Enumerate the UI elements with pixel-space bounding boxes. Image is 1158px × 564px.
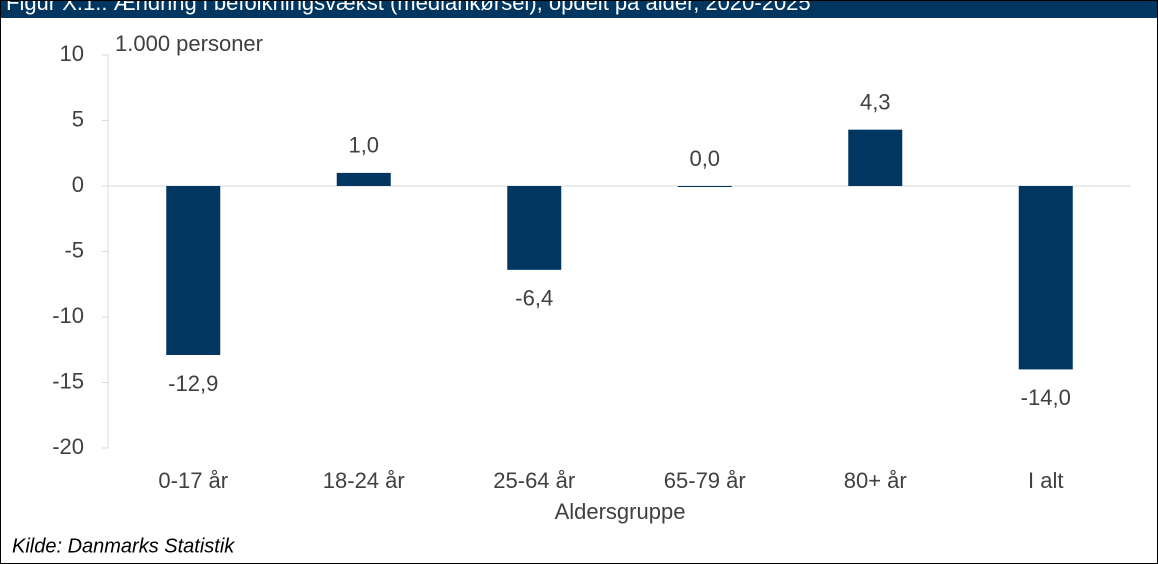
data-label: -14,0 bbox=[1021, 385, 1071, 410]
bar bbox=[1018, 186, 1073, 370]
y-tick-label: 5 bbox=[72, 106, 84, 131]
title-band bbox=[0, 0, 1158, 18]
bar bbox=[166, 186, 221, 355]
y-tick-label: -15 bbox=[52, 368, 84, 393]
x-tick-label: 0-17 år bbox=[158, 468, 228, 493]
y-tick-label: 10 bbox=[60, 41, 84, 66]
data-label: 1,0 bbox=[348, 133, 379, 158]
data-label: 0,0 bbox=[689, 146, 720, 171]
bar bbox=[507, 186, 562, 270]
data-label: 4,3 bbox=[860, 89, 891, 114]
unit-label: 1.000 personer bbox=[115, 31, 263, 56]
x-tick-label: 18-24 år bbox=[323, 468, 405, 493]
x-tick-label: 25-64 år bbox=[493, 468, 575, 493]
y-tick-label: 0 bbox=[72, 172, 84, 197]
bar bbox=[848, 129, 903, 186]
x-axis-title: Aldersgruppe bbox=[555, 499, 686, 524]
y-tick-label: -20 bbox=[52, 434, 84, 459]
data-label: -12,9 bbox=[168, 371, 218, 396]
chart-title: Figur X.1.: Ændring i befolkningsvækst (… bbox=[6, 0, 811, 15]
bar bbox=[677, 186, 732, 187]
y-tick-label: -10 bbox=[52, 303, 84, 328]
data-label: -6,4 bbox=[515, 286, 553, 311]
x-tick-label: 80+ år bbox=[844, 468, 907, 493]
y-tick-label: -5 bbox=[64, 237, 84, 262]
source: Kilde: Danmarks Statistik bbox=[12, 535, 235, 557]
x-tick-label: 65-79 år bbox=[664, 468, 746, 493]
x-tick-label: I alt bbox=[1028, 468, 1063, 493]
bar bbox=[336, 172, 391, 186]
